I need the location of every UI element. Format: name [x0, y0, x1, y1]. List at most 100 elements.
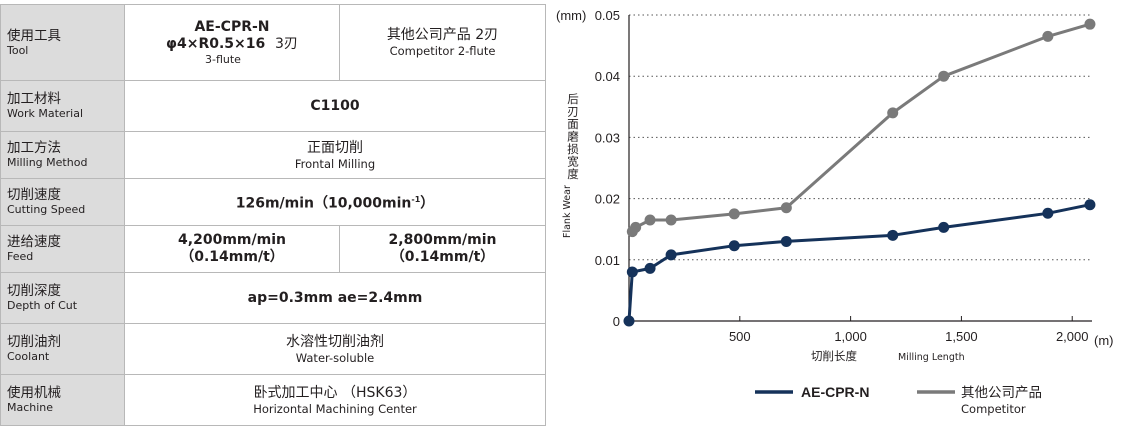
method-cell: 正面切削 Frontal Milling: [124, 131, 546, 179]
cutting-conditions-table: 使用工具 Tool AE-CPR-N φ4×R0.5×16 3刃 3-flute…: [0, 4, 546, 426]
table-row-depth: 切削深度 Depth of Cut ap=0.3mm ae=2.4mm: [0, 272, 546, 324]
x-axis-title-cn: 切削长度: [811, 349, 857, 363]
grid-lines: [629, 14, 1092, 261]
table-row-method: 加工方法 Milling Method 正面切削 Frontal Milling: [0, 131, 546, 179]
tool-competitor-cn: 其他公司产品 2刃: [386, 27, 499, 43]
machine-cn: 卧式加工中心 （HSK63）: [253, 384, 417, 401]
y-tick-label: 0: [613, 314, 620, 329]
data-point-ae-cpr-n: [728, 240, 740, 252]
data-point-ae-cpr-n: [644, 262, 656, 274]
row-label-method: 加工方法 Milling Method: [0, 131, 125, 179]
data-point-competitor: [780, 202, 792, 214]
feed-ours-rate: 4,200mm/min: [178, 232, 286, 248]
data-point-competitor: [1042, 30, 1054, 42]
row-label-en: Machine: [7, 401, 54, 414]
row-label-en: Cutting Speed: [7, 203, 86, 216]
row-label-en: Feed: [7, 250, 34, 263]
row-label-en: Milling Method: [7, 156, 88, 169]
legend: AE-CPR-N 其他公司产品 Competitor: [755, 384, 1042, 416]
material-value: C1100: [310, 97, 360, 114]
table-row-feed: 进给速度 Feed 4,200mm/min （0.14mm/t） 2,800mm…: [0, 225, 546, 273]
row-label-depth: 切削深度 Depth of Cut: [0, 272, 125, 324]
y-unit-label: (mm): [556, 8, 586, 23]
data-point-ae-cpr-n: [623, 315, 635, 327]
x-axis-title-en: Milling Length: [898, 352, 965, 363]
table-row-coolant: 切削油剂 Coolant 水溶性切削油剂 Water-soluble: [0, 323, 546, 375]
y-axis-title-cn-char: 磨: [567, 130, 579, 144]
speed-main: 126m/min（10,000min: [235, 195, 412, 212]
y-tick-label: 0.05: [595, 8, 620, 23]
series-line-competitor: [631, 22, 1091, 233]
method-cn: 正面切削: [307, 139, 363, 156]
legend-label-ae-cpr-n: AE-CPR-N: [801, 384, 869, 400]
depth-cell: ap=0.3mm ae=2.4mm: [124, 272, 546, 324]
tool-ours-name: AE-CPR-N: [194, 19, 270, 35]
machine-en: Horizontal Machining Center: [253, 401, 417, 416]
table-row-speed: 切削速度 Cutting Speed 126m/min（10,000min-1）: [0, 178, 546, 226]
depth-value: ap=0.3mm ae=2.4mm: [247, 289, 423, 306]
row-label-cn: 使用工具: [7, 27, 61, 44]
series-line-ae-cpr-n: [627, 203, 1091, 322]
y-axis-title-cn-char: 损: [567, 142, 579, 156]
feed-ours-cell: 4,200mm/min （0.14mm/t）: [124, 225, 340, 273]
data-point-ae-cpr-n: [1084, 199, 1096, 211]
data-point-ae-cpr-n: [1042, 207, 1054, 219]
y-tick-label: 0.01: [595, 253, 620, 268]
row-label-material: 加工材料 Work Material: [0, 80, 125, 132]
coolant-cn: 水溶性切削油剂: [286, 333, 384, 350]
series: [623, 18, 1096, 327]
y-tick-label: 0.02: [595, 192, 620, 207]
data-point-competitor: [644, 214, 656, 226]
y-axis-title-cn-char: 后: [567, 92, 579, 106]
coolant-cell: 水溶性切削油剂 Water-soluble: [124, 323, 546, 375]
row-label-tool: 使用工具 Tool: [0, 4, 125, 81]
feed-ours-per-tooth: （0.14mm/t）: [180, 249, 284, 265]
feed-competitor-cell: 2,800mm/min （0.14mm/t）: [339, 225, 546, 273]
tool-ours-flute-en: 3-flute: [205, 53, 241, 66]
row-label-en: Work Material: [7, 107, 84, 120]
row-label-cn: 切削速度: [7, 187, 61, 203]
data-point-competitor: [665, 214, 677, 226]
table-row-tool: 使用工具 Tool AE-CPR-N φ4×R0.5×16 3刃 3-flute…: [0, 4, 546, 81]
feed-competitor-rate: 2,800mm/min: [388, 232, 497, 248]
row-label-cn: 加工方法: [7, 140, 61, 156]
speed-cell: 126m/min（10,000min-1）: [124, 178, 546, 226]
tool-ours-flute-cn: 3刃: [275, 36, 298, 52]
row-label-cn: 进给速度: [7, 234, 61, 250]
tool-competitor-cell: 其他公司产品 2刃 Competitor 2-flute: [339, 4, 546, 81]
tool-competitor-en: Competitor 2-flute: [389, 44, 496, 58]
legend-label-competitor-en: Competitor: [961, 402, 1026, 416]
y-axis-title-cn-char: 面: [567, 117, 579, 131]
y-axis-title-cn-char: 宽: [567, 155, 579, 169]
row-label-feed: 进给速度 Feed: [0, 225, 125, 273]
data-point-competitor: [728, 208, 740, 220]
x-tick-label: 1,000: [834, 329, 867, 344]
data-point-competitor: [938, 70, 950, 82]
speed-close: ）: [420, 195, 435, 212]
y-tick-label: 0.04: [595, 69, 620, 84]
x-tick-label: 500: [729, 329, 751, 344]
legend-label-competitor-cn: 其他公司产品: [961, 385, 1042, 401]
data-point-ae-cpr-n: [626, 266, 638, 278]
axes: [628, 15, 1092, 322]
data-point-ae-cpr-n: [780, 235, 792, 247]
y-axis-title-en: Flank Wear: [562, 185, 573, 238]
row-label-cn: 使用机械: [7, 385, 61, 401]
row-label-en: Coolant: [7, 350, 50, 363]
coolant-en: Water-soluble: [295, 350, 375, 365]
x-axis-title: 切削长度 Milling Length: [811, 349, 965, 363]
data-point-ae-cpr-n: [887, 229, 899, 241]
row-label-coolant: 切削油剂 Coolant: [0, 323, 125, 375]
feed-competitor-per-tooth: （0.14mm/t）: [390, 249, 495, 265]
data-point-competitor: [1084, 18, 1096, 30]
data-point-competitor: [630, 221, 642, 233]
data-point-ae-cpr-n: [938, 221, 950, 233]
row-label-cn: 切削油剂: [7, 334, 61, 350]
row-label-en: Depth of Cut: [7, 299, 78, 312]
x-tick-label: 1,500: [945, 329, 978, 344]
data-point-ae-cpr-n: [665, 249, 677, 261]
speed-exponent: -1: [411, 195, 421, 205]
tool-ours-spec-line: φ4×R0.5×16 3刃: [125, 36, 339, 53]
